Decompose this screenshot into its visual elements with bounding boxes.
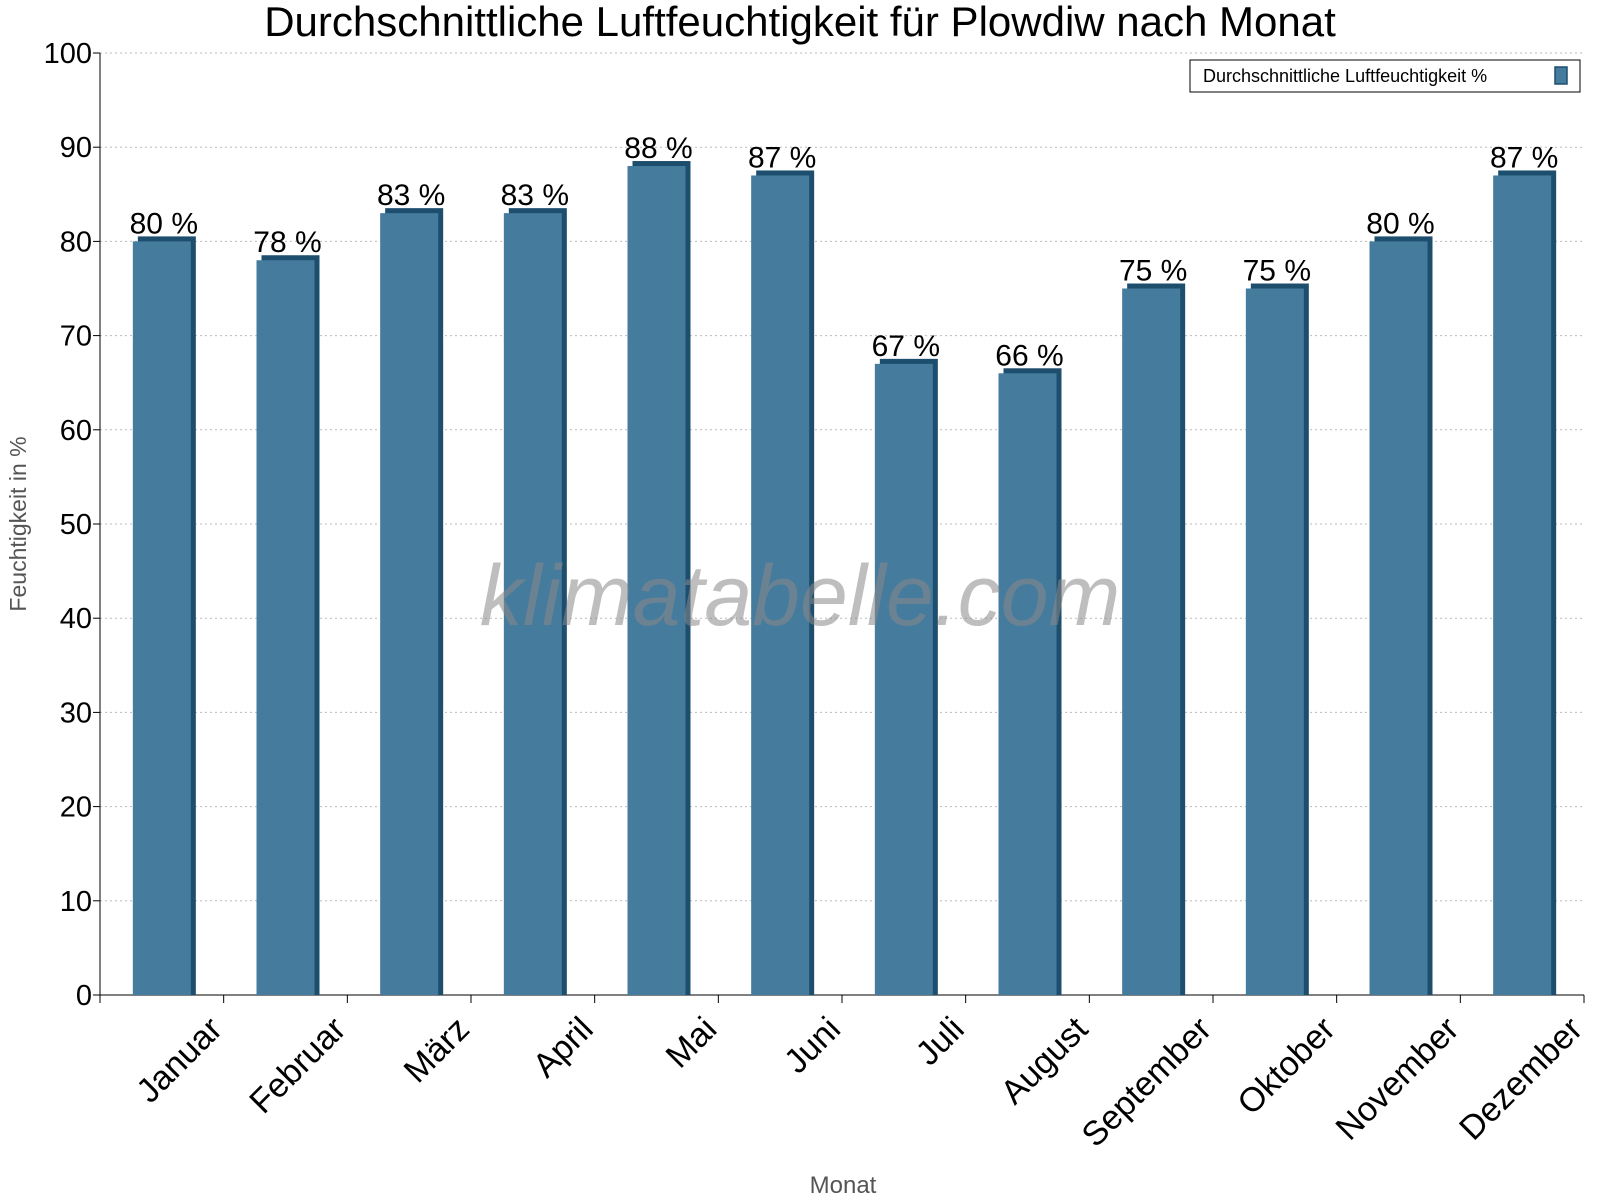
data-label: 83 % xyxy=(377,179,445,212)
watermark: klimatabelle.com xyxy=(480,548,1120,644)
legend: Durchschnittliche Luftfeuchtigkeit % xyxy=(1189,59,1581,93)
data-label: 67 % xyxy=(872,330,940,363)
bar xyxy=(256,260,315,995)
bar xyxy=(998,373,1057,995)
data-label: 78 % xyxy=(253,226,321,259)
bar xyxy=(380,213,439,995)
x-tick-label: August xyxy=(994,1010,1096,1112)
data-label: 87 % xyxy=(1490,141,1558,174)
data-label: 66 % xyxy=(995,339,1063,372)
y-tick-label: 100 xyxy=(44,38,92,70)
legend-box xyxy=(1189,59,1581,93)
x-axis-label: Monat xyxy=(810,1172,877,1199)
data-label: 75 % xyxy=(1243,255,1311,288)
data-label: 75 % xyxy=(1119,255,1187,288)
bar xyxy=(751,175,810,995)
x-tick-label: Dezember xyxy=(1452,1010,1590,1148)
x-tick-label: Juni xyxy=(777,1010,848,1081)
y-tick-label: 20 xyxy=(60,792,92,824)
data-label: 87 % xyxy=(748,141,816,174)
bar xyxy=(1122,288,1181,995)
y-tick-label: 90 xyxy=(60,132,92,164)
chart-title: Durchschnittliche Luftfeuchtigkeit für P… xyxy=(264,0,1336,45)
bar xyxy=(874,363,933,995)
y-tick-label: 50 xyxy=(60,509,92,541)
y-tick-label: 10 xyxy=(60,886,92,918)
x-tick-label: November xyxy=(1329,1010,1467,1148)
y-tick-label: 70 xyxy=(60,321,92,353)
x-tick-label: März xyxy=(397,1010,477,1090)
y-tick-label: 0 xyxy=(76,980,92,1012)
data-label: 80 % xyxy=(1366,207,1434,240)
y-tick-label: 30 xyxy=(60,697,92,729)
y-tick-label: 60 xyxy=(60,415,92,447)
x-tick-label: Oktober xyxy=(1230,1010,1342,1122)
y-axis-label: Feuchtigkeit in % xyxy=(5,436,31,611)
x-tick-label: Februar xyxy=(242,1010,353,1121)
bar xyxy=(132,241,191,995)
x-tick-label: September xyxy=(1074,1010,1218,1154)
bar xyxy=(1369,241,1428,995)
x-tick-label: Mai xyxy=(659,1010,725,1076)
legend-swatch xyxy=(1554,66,1568,85)
bar xyxy=(503,213,562,995)
data-label: 83 % xyxy=(501,179,569,212)
y-tick-label: 40 xyxy=(60,603,92,635)
data-label: 80 % xyxy=(130,207,198,240)
x-tick-label: Januar xyxy=(129,1010,229,1110)
x-tick-label: Juli xyxy=(909,1010,972,1073)
x-tick-label: April xyxy=(526,1010,601,1085)
bar xyxy=(1493,175,1552,995)
bar xyxy=(627,166,686,996)
bar xyxy=(1245,288,1304,995)
legend-label: Durchschnittliche Luftfeuchtigkeit % xyxy=(1203,66,1487,86)
data-label: 88 % xyxy=(624,132,692,165)
y-tick-label: 80 xyxy=(60,226,92,258)
